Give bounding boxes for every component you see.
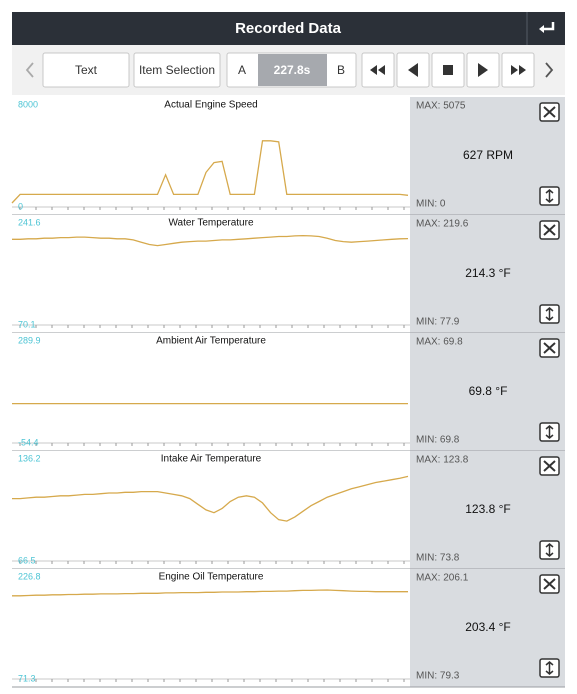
chart-area [12,215,410,333]
min-label: MIN: 73.8 [416,553,460,564]
marker-a[interactable]: A [238,63,246,77]
y-max-label: 136.2 [18,453,41,463]
current-value: 69.8 °F [469,384,508,398]
min-label: MIN: 79.3 [416,671,460,682]
close-icon[interactable] [543,342,556,354]
y-min-label: 70.1 [18,319,36,329]
chart-title: Actual Engine Speed [164,100,257,111]
current-value: 203.4 °F [465,620,511,634]
value-panel [410,97,565,215]
close-icon[interactable] [543,578,556,590]
text-button-label[interactable]: Text [75,63,98,77]
close-icon[interactable] [543,106,556,118]
y-min-label: 66.5 [18,555,36,565]
data-line [11,140,409,204]
close-icon[interactable] [543,224,556,236]
y-min-label: 0 [18,201,23,211]
max-label: MAX: 5075 [416,101,466,112]
current-value: 627 RPM [463,148,513,162]
chart-area [12,451,410,569]
header-bar [12,12,565,45]
scale-icon[interactable] [545,543,554,557]
max-label: MAX: 123.8 [416,455,469,466]
min-label: MIN: 77.9 [416,317,460,328]
current-value: 214.3 °F [465,266,511,280]
chart-area [12,569,410,687]
step-back-button[interactable] [396,52,430,88]
time-box [258,54,327,86]
min-label: MIN: 0 [416,199,446,210]
y-min-label: 71.3 [18,673,36,683]
y-max-label: 226.8 [18,571,41,581]
current-value: 123.8 °F [465,502,511,516]
max-label: MAX: 219.6 [416,219,469,230]
scale-icon[interactable] [545,307,554,321]
next-button[interactable] [545,62,554,78]
scale-icon[interactable] [545,661,554,675]
data-line [12,234,409,247]
chart-title: Engine Oil Temperature [159,572,264,583]
max-label: MAX: 206.1 [416,573,469,584]
item-selection-button[interactable] [133,52,221,88]
value-panel [410,215,565,333]
chart-area [12,97,410,215]
scale-icon[interactable] [545,189,554,203]
value-panel [410,569,565,687]
data-line [12,475,409,522]
close-icon[interactable] [543,460,556,472]
stop-button[interactable] [431,52,465,88]
max-label: MAX: 69.8 [416,337,463,348]
y-min-label: -54.4 [18,437,39,447]
play-button[interactable] [466,52,500,88]
rewind-button[interactable] [361,52,395,88]
chart-title: Ambient Air Temperature [156,336,266,347]
text-button[interactable] [42,52,130,88]
item-selection-label[interactable]: Item Selection [139,63,215,77]
y-max-label: 289.9 [18,335,41,345]
chart-title: Intake Air Temperature [161,454,262,465]
data-line [12,589,408,597]
marker-b[interactable]: B [337,63,345,77]
value-panel [410,451,565,569]
fast-forward-button[interactable] [501,52,535,88]
scale-icon[interactable] [545,425,554,439]
back-button[interactable] [539,22,555,33]
y-max-label: 241.6 [18,217,41,227]
y-max-label: 8000 [18,99,38,109]
time: 227.8s [274,63,311,77]
chart-title: Water Temperature [168,218,253,229]
prev-button[interactable] [25,62,34,78]
chart-area [12,333,410,451]
header-title: Recorded Data [235,20,342,37]
value-panel [410,333,565,451]
min-label: MIN: 69.8 [416,435,460,446]
